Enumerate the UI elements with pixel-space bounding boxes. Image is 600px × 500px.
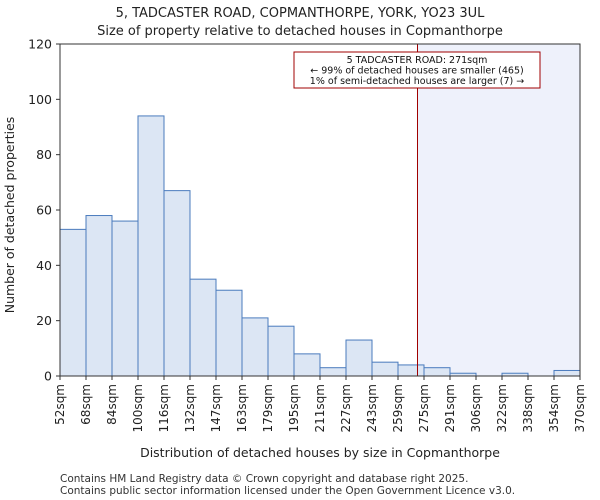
footer-copyright: Contains HM Land Registry data © Crown c…	[60, 473, 469, 485]
bar-195sqm	[293, 353, 321, 377]
y-tick-label: 60	[36, 203, 52, 218]
bar-227sqm	[345, 339, 373, 377]
chart-title: 5, TADCASTER ROAD, COPMANTHORPE, YORK, Y…	[115, 6, 485, 21]
y-tick-label: 0	[44, 369, 52, 384]
y-axis-label: Number of detached properties	[2, 117, 17, 314]
x-tick-label: 100sqm	[131, 384, 145, 432]
x-tick-label: 116sqm	[157, 384, 171, 432]
footer-licence: Contains public sector information licen…	[60, 485, 516, 497]
x-tick-label: 52sqm	[53, 384, 67, 425]
bar-179sqm	[267, 325, 295, 377]
bar-354sqm	[553, 369, 581, 377]
x-tick-label: 211sqm	[313, 384, 327, 432]
y-tick-label: 80	[36, 147, 52, 162]
annotation-box	[293, 51, 541, 89]
bar-259sqm	[397, 364, 425, 377]
bar-116sqm	[163, 190, 191, 377]
chart-subtitle: Size of property relative to detached ho…	[97, 24, 503, 39]
annotation-line-3: 1% of semi-detached houses are larger (7…	[310, 76, 524, 87]
x-tick-label: 243sqm	[365, 384, 379, 432]
bar-68sqm	[85, 215, 113, 377]
y-tick-label: 100	[28, 92, 52, 107]
x-tick-label: 259sqm	[391, 384, 405, 432]
y-tick-label: 120	[28, 37, 52, 52]
x-tick-label: 354sqm	[547, 384, 561, 432]
bar-147sqm	[215, 289, 243, 377]
bar-84sqm	[111, 220, 139, 377]
bar-163sqm	[241, 317, 269, 377]
x-tick-label: 291sqm	[443, 384, 457, 432]
bar-132sqm	[189, 278, 217, 377]
x-tick-label: 132sqm	[183, 384, 197, 432]
x-tick-label: 306sqm	[469, 384, 483, 432]
x-tick-label: 179sqm	[261, 384, 275, 432]
x-tick-label: 147sqm	[209, 384, 223, 432]
x-tick-label: 338sqm	[521, 384, 535, 432]
x-tick-label: 84sqm	[105, 384, 119, 425]
x-tick-label: 227sqm	[339, 384, 353, 432]
annotation-line-1: 5 TADCASTER ROAD: 271sqm	[347, 55, 488, 66]
bar-52sqm	[59, 228, 87, 377]
x-tick-label: 322sqm	[495, 384, 509, 432]
bar-211sqm	[319, 367, 347, 377]
x-tick-label: 163sqm	[235, 384, 249, 432]
bar-100sqm	[137, 115, 165, 377]
x-tick-label: 195sqm	[287, 384, 301, 432]
highlight-shade-region	[417, 44, 580, 376]
bar-243sqm	[371, 361, 399, 377]
x-tick-label: 68sqm	[79, 384, 93, 425]
x-tick-label: 275sqm	[417, 384, 431, 432]
y-tick-label: 40	[36, 258, 52, 273]
x-axis-label: Distribution of detached houses by size …	[140, 445, 500, 460]
x-tick-label: 370sqm	[573, 384, 587, 432]
bar-275sqm	[423, 367, 451, 377]
annotation-line-2: ← 99% of detached houses are smaller (46…	[310, 66, 523, 77]
y-tick-label: 20	[36, 313, 52, 328]
